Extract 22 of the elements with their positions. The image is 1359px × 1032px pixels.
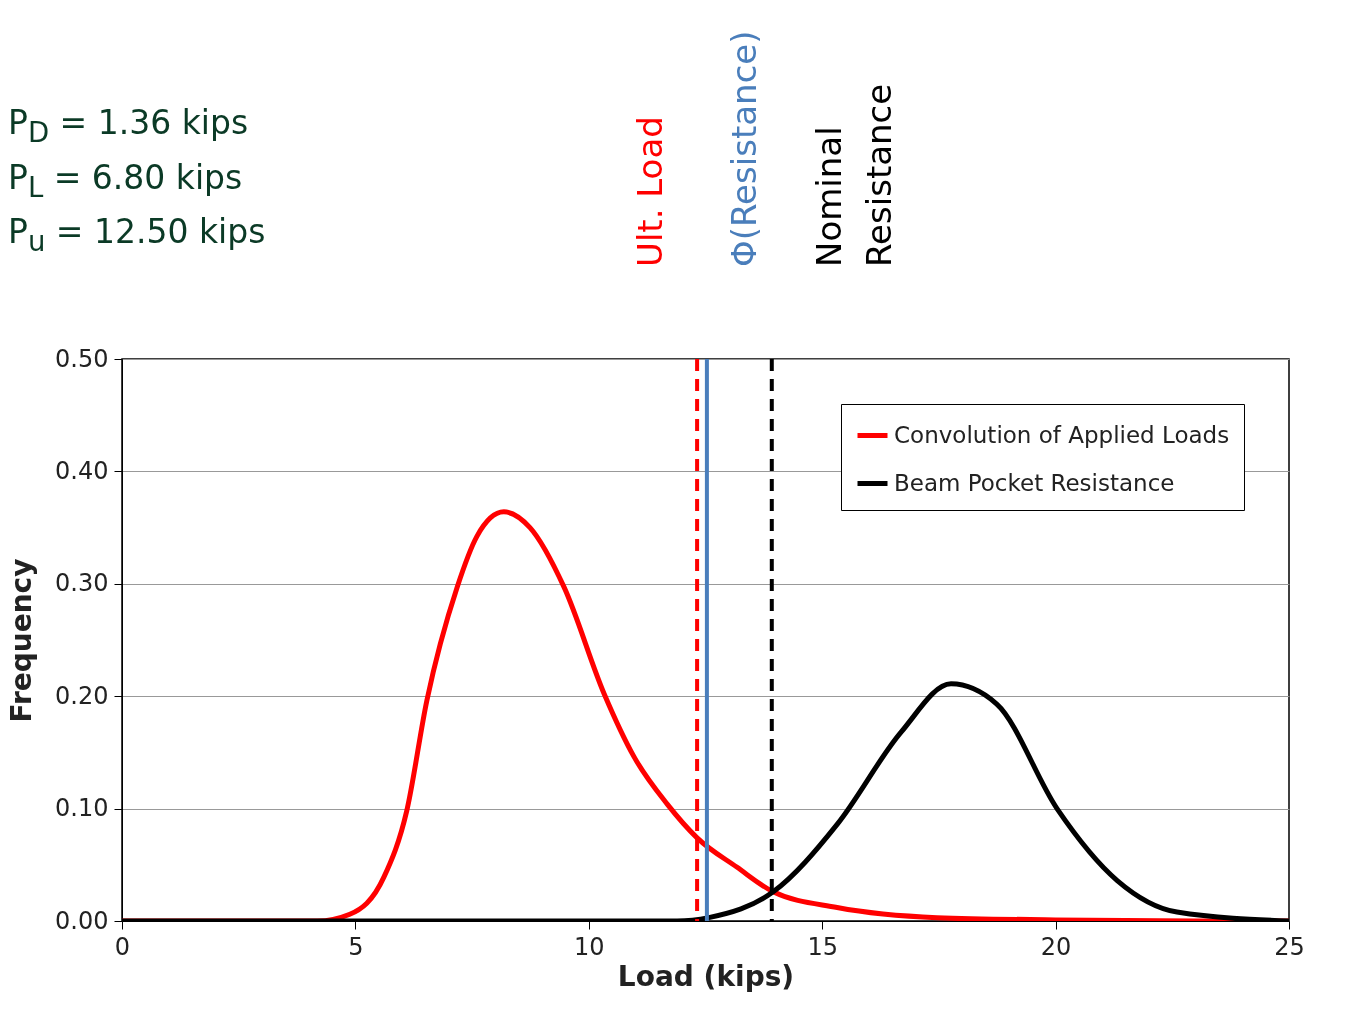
text: P$_{u}$ = 12.50 kips [8,211,266,259]
ref-line-label: Ult. Load [630,116,671,267]
ref-line-label: Φ(Resistance) [723,30,764,267]
y-tick-label: 0.50 [55,344,109,373]
y-tick-label: 0.20 [55,681,109,710]
y-tick-label: 0.40 [55,456,109,485]
x-tick-label: 5 [348,932,364,961]
y-axis-title: Frequency [5,558,39,723]
ref-line-label: Nominal Resistance [808,83,899,267]
y-tick-label: 0.30 [55,569,109,598]
x-tick-label: 20 [1040,932,1072,961]
y-tick-label: 0.00 [55,906,109,935]
text: P$_{L}$ = 6.80 kips [8,156,244,205]
legend-label: Convolution of Applied Loads [894,421,1230,448]
text: P$_{D}$ = 1.36 kips [8,102,250,150]
x-tick-label: 25 [1274,932,1305,961]
x-axis-title: Load (kips) [617,959,795,993]
x-tick-label: 15 [807,932,838,961]
legend-label: Beam Pocket Resistance [894,469,1175,496]
y-tick-label: 0.10 [55,794,109,823]
x-tick-label: 0 [114,932,131,961]
x-tick-label: 10 [574,932,605,961]
